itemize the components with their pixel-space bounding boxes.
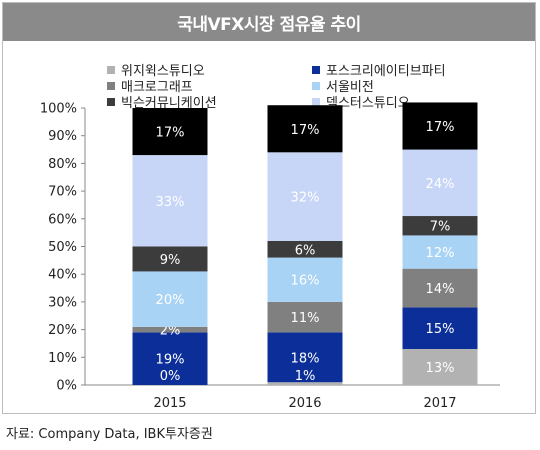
data-label: 7%	[430, 220, 451, 235]
bar-segment	[267, 240, 343, 258]
data-label: 24%	[426, 177, 455, 192]
data-label: 0%	[160, 369, 181, 384]
data-label: 1%	[295, 369, 316, 384]
y-tick-label: 60%	[48, 212, 77, 227]
legend-label: 빅슨커뮤니케이션	[121, 96, 217, 111]
legend-label: 포스크리에이티브파티	[326, 64, 446, 79]
legend-item-dexter-studio: 덱스터스튜디오	[312, 92, 410, 111]
data-label: 32%	[291, 191, 320, 206]
source-note: 자료: Company Data, IBK투자증권	[6, 427, 213, 442]
data-label: 18%	[291, 351, 320, 366]
y-tick-label: 80%	[48, 157, 77, 172]
legend-swatch	[312, 81, 320, 90]
bar-segment	[402, 216, 478, 236]
bar-segment	[267, 257, 343, 302]
data-label: 6%	[295, 243, 316, 258]
bar-segment	[132, 326, 208, 333]
bar-segment	[267, 301, 343, 333]
bar-segment	[402, 149, 478, 217]
data-label: 2%	[160, 324, 181, 339]
data-label: 15%	[426, 322, 455, 337]
y-tick-label: 20%	[48, 323, 77, 338]
legend-label: 서울비전	[326, 80, 374, 95]
legend-item-macrograph: 매크로그래프	[107, 76, 193, 95]
data-label: 17%	[426, 120, 455, 135]
data-label: 16%	[291, 274, 320, 289]
data-label: 9%	[160, 253, 181, 268]
y-tick-label: 30%	[48, 295, 77, 310]
x-tick-label: 2016	[288, 396, 321, 411]
data-label: 33%	[156, 195, 185, 210]
y-tick-label: 90%	[48, 129, 77, 144]
bar-segment	[402, 348, 478, 385]
title-bar: 국내VFX시장 점유율 추이	[3, 3, 535, 41]
y-tick-label: 10%	[48, 351, 77, 366]
legend-swatch	[107, 81, 115, 90]
bar-segment	[267, 152, 343, 241]
data-label: 13%	[426, 361, 455, 376]
bar-segment	[132, 271, 208, 327]
legend-item-seoul-vision: 서울비전	[312, 76, 374, 95]
legend-swatch	[312, 65, 320, 74]
bar-segment	[402, 235, 478, 269]
y-tick-label: 50%	[48, 240, 77, 255]
data-label: 14%	[426, 282, 455, 297]
bar-segment	[132, 332, 208, 385]
x-tick-label: 2015	[153, 396, 186, 411]
bar-segment	[402, 102, 478, 150]
legend-item-vixon-communication: 빅슨커뮤니케이션	[107, 92, 217, 111]
bar-segment	[132, 155, 208, 247]
y-tick-label: 70%	[48, 185, 77, 200]
data-label: 11%	[291, 311, 320, 326]
legend-label: 덱스터스튜디오	[326, 96, 410, 111]
y-tick-label: 0%	[56, 379, 77, 394]
legend-swatch	[107, 65, 115, 74]
chart-title: 국내VFX시장 점유율 추이	[177, 14, 361, 35]
bar-segment	[267, 382, 343, 385]
data-label: 17%	[291, 123, 320, 138]
legend-label: 매크로그래프	[121, 80, 193, 95]
y-tick-label: 40%	[48, 268, 77, 283]
bar-segment	[267, 332, 343, 383]
bar-segment	[267, 105, 343, 153]
legend-item-wysiwyg: 위지윅스튜디오	[107, 60, 205, 79]
bar-segment	[132, 108, 208, 156]
legend-swatch	[107, 97, 115, 106]
x-tick-label: 2017	[423, 396, 456, 411]
data-label: 17%	[156, 126, 185, 141]
legend-item-4th-creative-party: 포스크리에이티브파티	[312, 60, 446, 79]
legend-swatch	[312, 97, 320, 106]
data-label: 19%	[156, 353, 185, 368]
bar-segment	[132, 246, 208, 272]
bar-segment	[402, 307, 478, 349]
legend-label: 위지윅스튜디오	[121, 64, 205, 79]
data-label: 12%	[426, 246, 455, 261]
data-label: 20%	[156, 293, 185, 308]
bar-segment	[402, 268, 478, 308]
y-tick-label: 100%	[40, 102, 77, 117]
